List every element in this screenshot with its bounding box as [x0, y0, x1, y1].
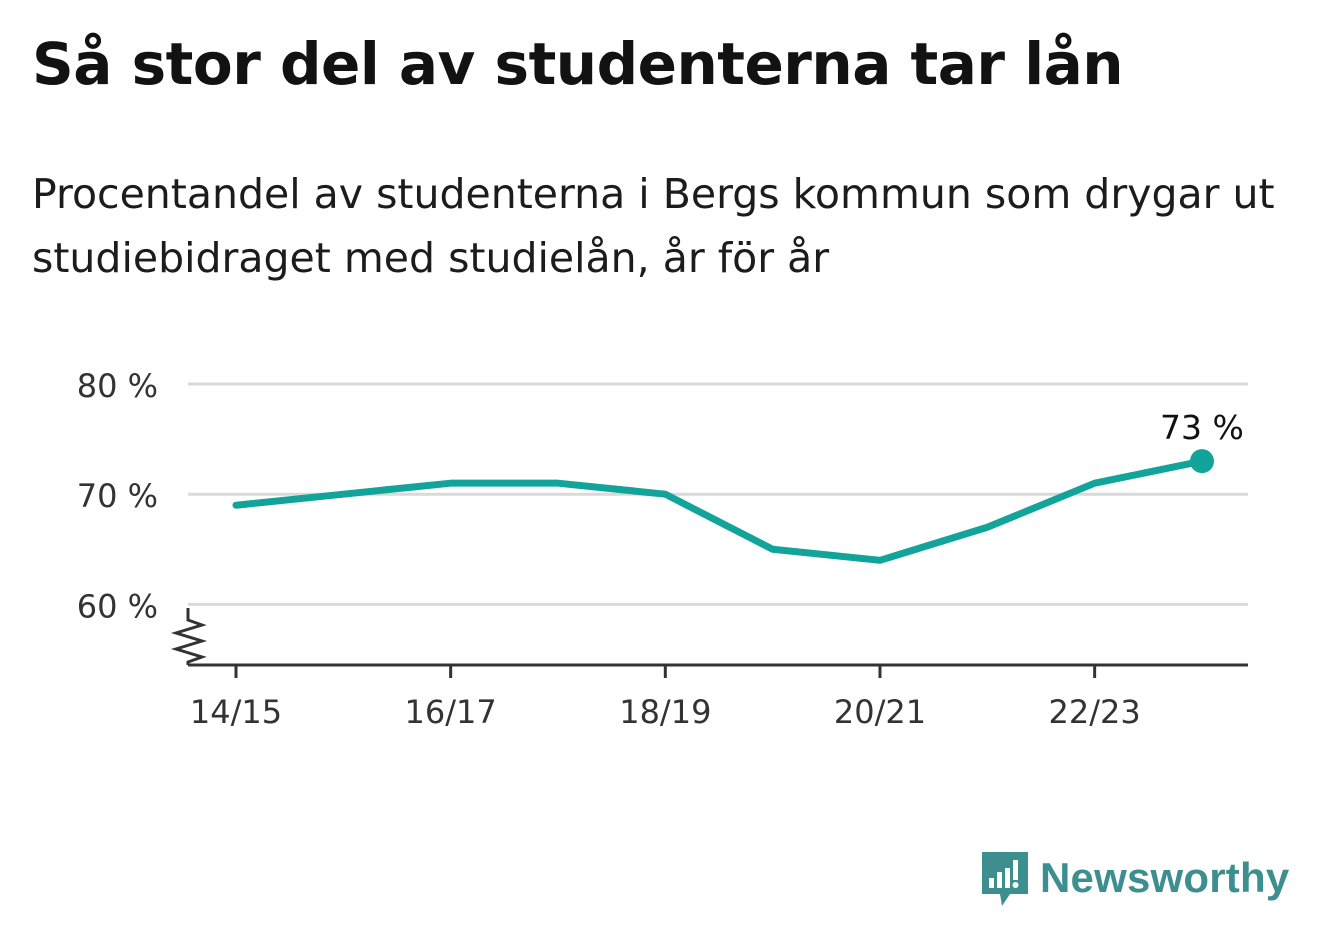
line-chart: 60 % 70 % 80 % 14/15 16/17 18/19 20/21 22/23 7…: [77, 367, 1248, 731]
chart-subtitle: Procentandel av studenterna i Bergs komm…: [32, 170, 1275, 282]
data-labels: 73 %: [1160, 408, 1244, 447]
x-tick-label: 14/15: [190, 693, 282, 731]
newsworthy-logo: Newsworthy: [980, 848, 1289, 908]
y-tick-label: 80 %: [77, 367, 158, 405]
brand-name: Newsworthy: [1040, 854, 1290, 901]
x-axis: 14/15 16/17 18/19 20/21 22/23: [170, 608, 1248, 731]
y-axis-ticks: 60 % 70 % 80 %: [77, 367, 158, 625]
x-tick-label: 16/17: [405, 693, 497, 731]
x-tick-label: 22/23: [1049, 693, 1141, 731]
x-tick-label: 20/21: [834, 693, 926, 731]
series-line: [232, 457, 1206, 564]
bar-chart-speech-bubble-icon: [982, 852, 1028, 906]
y-tick-label: 70 %: [77, 477, 158, 515]
data-point: [1189, 449, 1214, 474]
chart-title: Så stor del av studenterna tar lån: [32, 30, 1124, 98]
axis-break-marker: [170, 608, 208, 665]
x-tick-label: 18/19: [619, 693, 711, 731]
series: [232, 449, 1214, 564]
y-tick-label: 60 %: [77, 587, 158, 625]
end-value-label: 73 %: [1160, 408, 1244, 447]
